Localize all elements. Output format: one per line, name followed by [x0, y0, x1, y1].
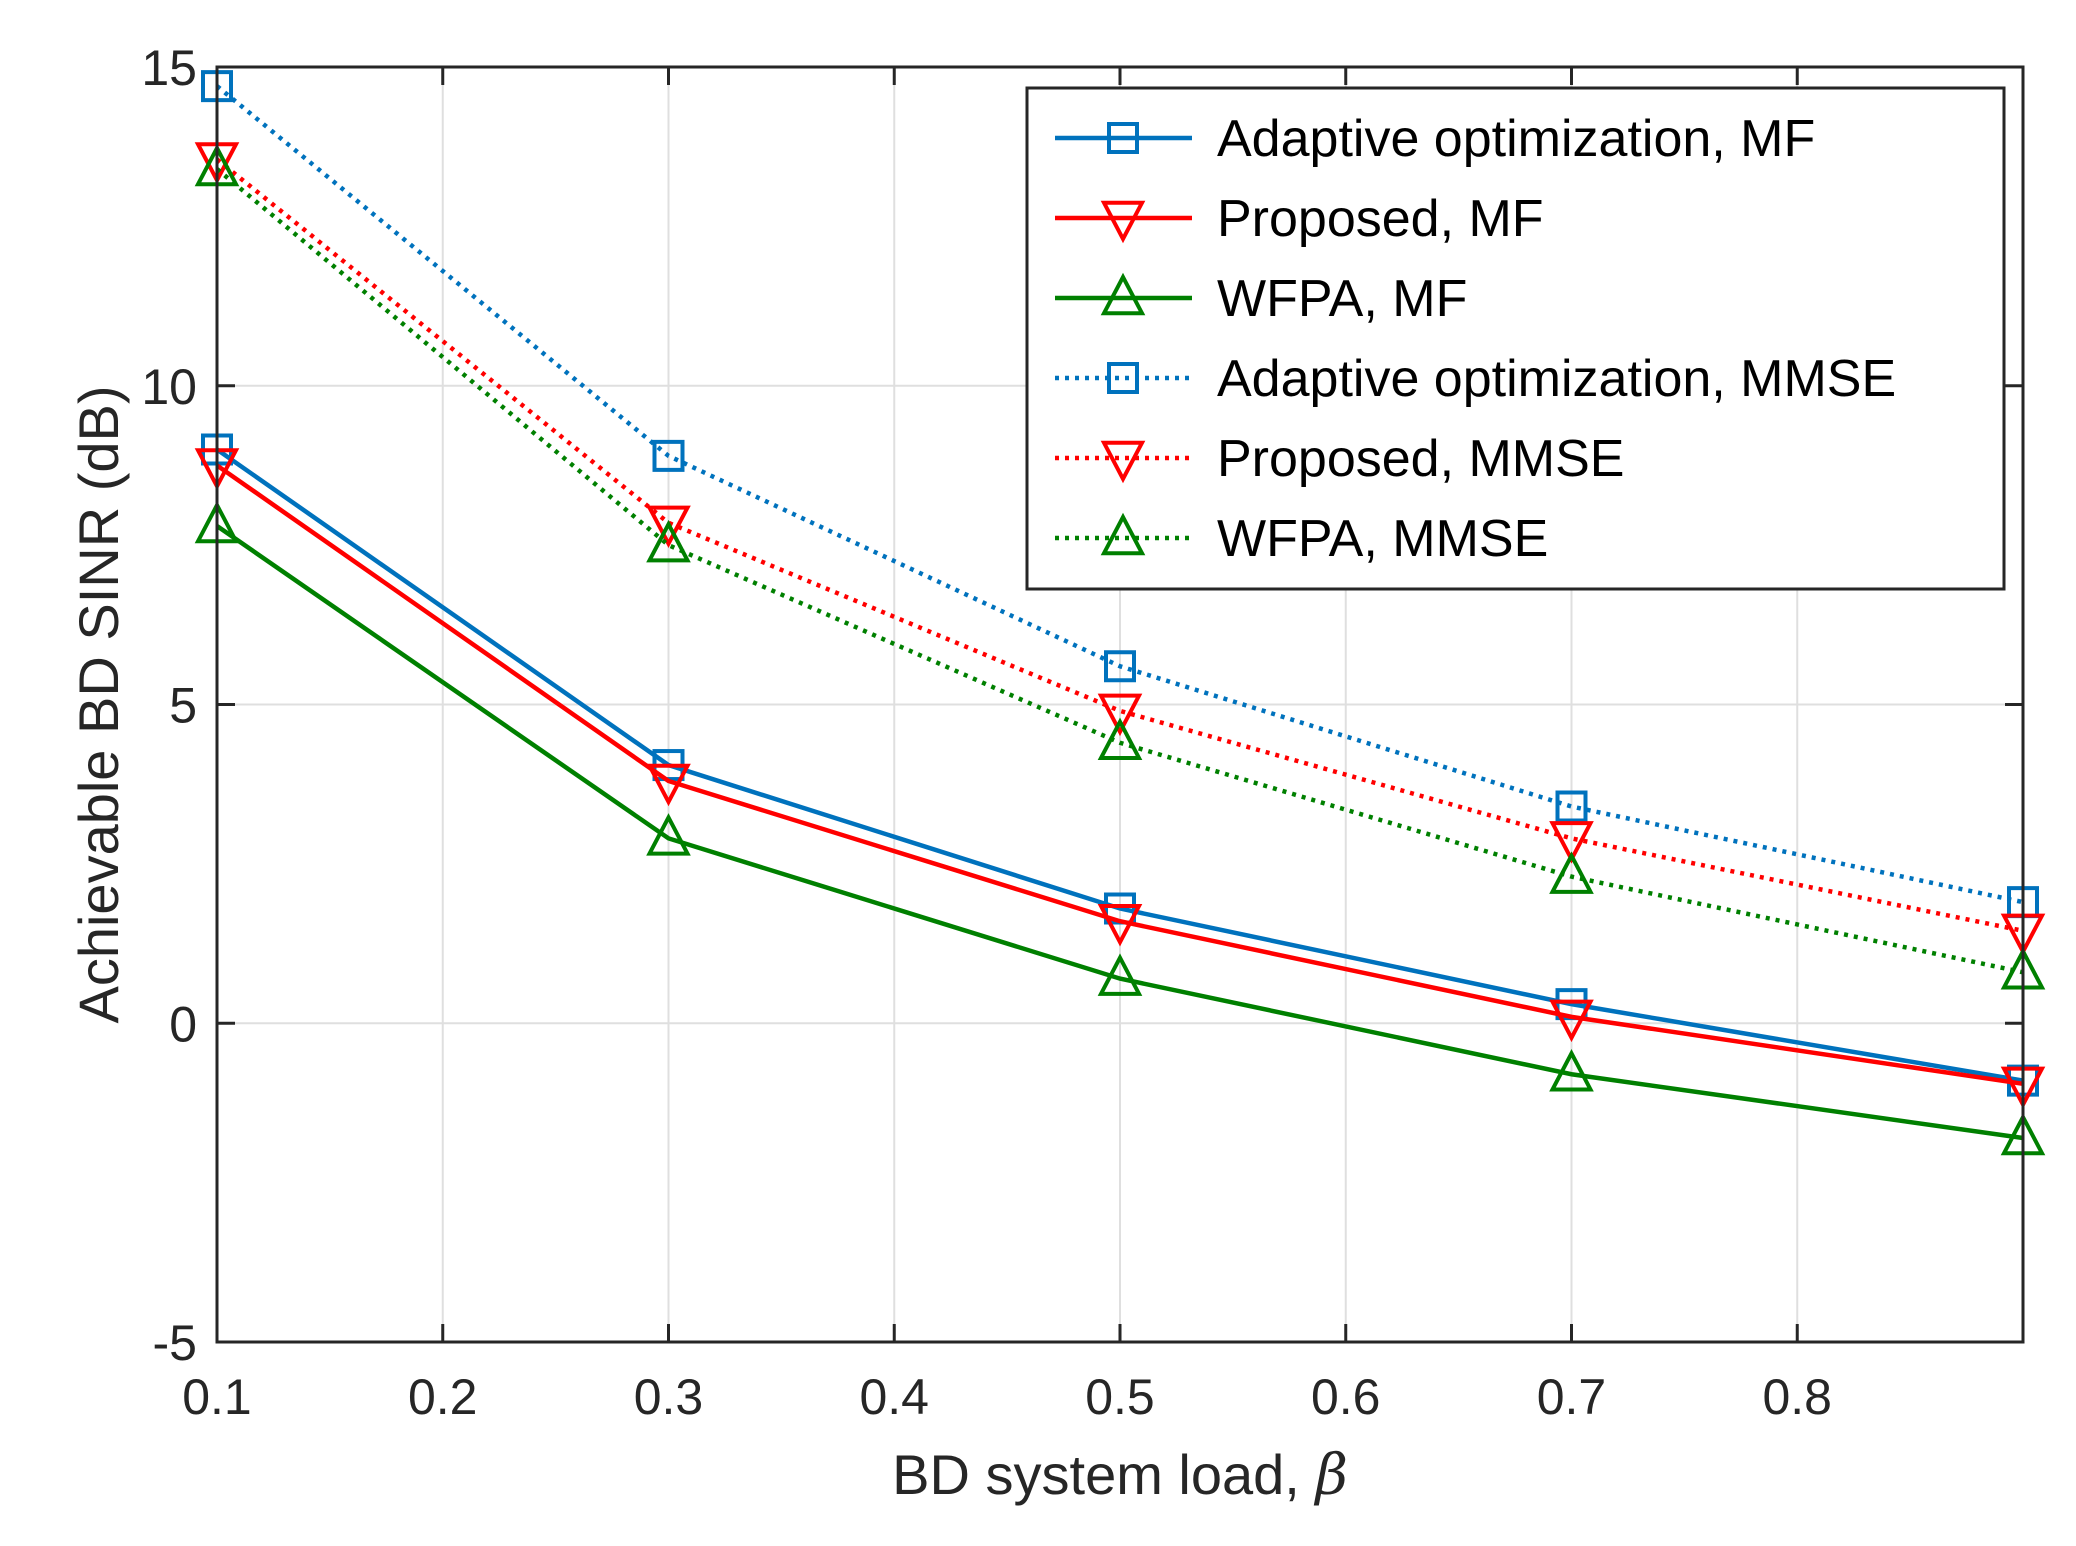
y-tick-label: 0: [169, 996, 197, 1052]
y-tick-label: 5: [169, 678, 197, 734]
series-5: [194, 142, 2046, 957]
x-tick-label: 0.7: [1537, 1369, 1607, 1425]
data-point-marker: [1097, 693, 1143, 737]
data-point-marker: [1549, 851, 1594, 894]
x-axis-label-symbol: β: [1313, 1443, 1347, 1508]
legend-item: Proposed, MF: [1055, 190, 1544, 248]
data-point-marker: [646, 763, 691, 807]
legend-item: Adaptive optimization, MF: [1055, 110, 1815, 168]
ticks: [215, 65, 2023, 1344]
x-tick-label: 0.4: [859, 1369, 929, 1425]
data-point-marker: [1097, 953, 1143, 996]
data-point-marker: [646, 519, 691, 563]
legend-item: WFPA, MMSE: [1055, 510, 1548, 568]
series-line: [215, 157, 2024, 934]
y-tick-label: -5: [153, 1315, 197, 1371]
y-axis-label: Achievable BD SINR (dB): [67, 385, 130, 1023]
series-line: [215, 447, 2024, 1083]
data-point-marker: [1104, 650, 1136, 683]
x-tick-label: 0.3: [634, 1369, 704, 1425]
data-point-marker: [1097, 904, 1143, 947]
data-point-marker: [1549, 1049, 1594, 1092]
series-line: [215, 84, 2024, 905]
x-tick-label: 0.6: [1311, 1369, 1381, 1425]
legend-marker: [1100, 272, 1146, 316]
data-point-marker: [646, 505, 691, 549]
legend-label: Proposed, MF: [1217, 190, 1544, 248]
data-point-marker: [1549, 821, 1594, 864]
series-line: [215, 463, 2024, 1087]
data-point-marker: [1097, 717, 1143, 760]
legend-marker: [1107, 362, 1139, 394]
legend-marker: [1100, 200, 1146, 244]
series-6: [194, 143, 2046, 990]
data-point-marker: [1555, 790, 1588, 823]
data-point-marker: [1549, 999, 1594, 1043]
legend-label: WFPA, MF: [1217, 270, 1467, 328]
legend-label: Proposed, MMSE: [1217, 430, 1625, 488]
x-tick-label: 0.1: [182, 1369, 252, 1425]
y-tick-label: 15: [141, 40, 197, 96]
series-layer: [194, 70, 2046, 1156]
data-point-marker: [646, 813, 691, 856]
tick-labels: 0.1 0.2 0.3 0.4 0.5 0.6 0.7 0.8 -5 0 5 10 15: [141, 40, 1832, 1425]
x-tick-label: 0.2: [408, 1369, 478, 1425]
legend-marker: [1107, 122, 1139, 154]
legend-box: [1025, 86, 2006, 591]
series-line: [215, 524, 2024, 1141]
y-tick-label: 10: [141, 359, 197, 415]
x-tick-label: 0.8: [1762, 1369, 1832, 1425]
legend-label: Adaptive optimization, MMSE: [1217, 350, 1896, 408]
series-line: [215, 167, 2024, 975]
legend: Adaptive optimization, MF Proposed, MF WFP…: [1025, 86, 2006, 591]
legend-label: WFPA, MMSE: [1217, 510, 1548, 568]
x-axis-label-text: BD system load,: [892, 1443, 1315, 1506]
x-axis-label: BD system load, β: [892, 1443, 1348, 1508]
legend-item: Adaptive optimization, MMSE: [1055, 350, 1896, 408]
legend-label: Adaptive optimization, MF: [1217, 110, 1815, 168]
legend-marker: [1100, 440, 1146, 484]
data-point-marker: [652, 439, 685, 472]
x-tick-label: 0.5: [1085, 1369, 1155, 1425]
legend-item: Proposed, MMSE: [1055, 430, 1625, 488]
legend-item: WFPA, MF: [1055, 270, 1467, 328]
legend-marker: [1100, 512, 1146, 556]
